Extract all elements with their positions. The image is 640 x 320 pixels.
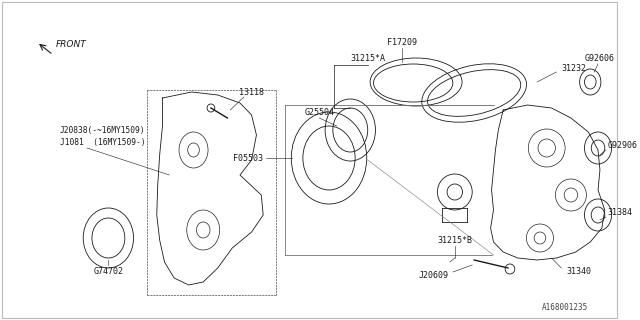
Text: A168001235: A168001235 [542,303,588,313]
FancyBboxPatch shape [2,2,618,318]
Text: F17209: F17209 [387,37,417,46]
Text: J1081  (16MY1509-): J1081 (16MY1509-) [60,138,145,147]
Text: G92606: G92606 [585,53,615,62]
Text: FRONT: FRONT [56,39,87,49]
Text: J20838(-~16MY1509): J20838(-~16MY1509) [60,125,145,134]
Text: G74702: G74702 [93,268,124,276]
Text: 31384: 31384 [608,207,633,217]
Text: G92906: G92906 [608,140,637,149]
Text: 31232: 31232 [561,63,586,73]
Text: J20609: J20609 [419,270,449,279]
Text: G25504: G25504 [305,108,334,116]
Text: 31215*A: 31215*A [350,53,385,62]
Text: 31215*B: 31215*B [437,236,472,244]
Text: 31340: 31340 [566,268,591,276]
Text: F05503: F05503 [233,154,263,163]
Text: 13118: 13118 [239,87,264,97]
